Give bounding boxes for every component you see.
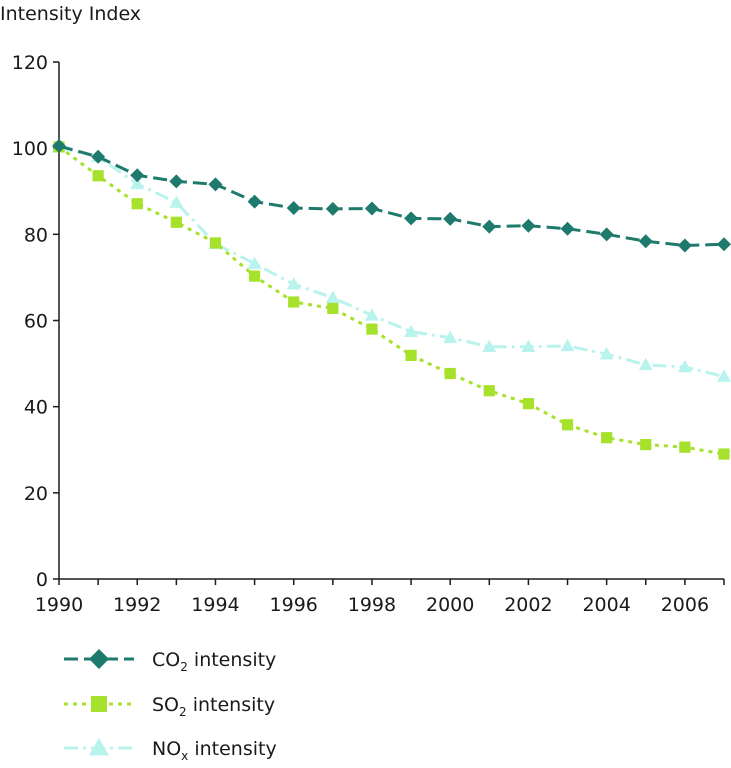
legend-swatch-marker xyxy=(89,649,109,669)
series-line-co2 xyxy=(58,144,725,248)
data-point-nox xyxy=(169,195,184,208)
y-axis: 0 20 40 60 80 100 120 xyxy=(12,52,59,591)
data-point-so2 xyxy=(483,385,495,397)
series-co2 xyxy=(52,139,731,253)
data-point-nox xyxy=(482,339,497,353)
x-axis: 1990 1992 1994 1996 1998 2000 2002 2004 2006 xyxy=(35,579,725,616)
data-point-so2 xyxy=(405,349,417,361)
series-line-nox xyxy=(58,145,725,378)
data-point-nox xyxy=(560,338,575,352)
data-point-co2 xyxy=(443,211,458,226)
y-tick-label: 0 xyxy=(36,569,48,591)
data-point-co2 xyxy=(599,227,614,242)
data-point-co2 xyxy=(482,219,497,234)
data-point-nox xyxy=(717,369,731,382)
data-point-co2 xyxy=(404,211,419,226)
y-tick-label: 100 xyxy=(12,138,48,160)
x-tick-label: 1994 xyxy=(191,594,239,616)
data-point-so2 xyxy=(366,323,378,335)
data-point-so2 xyxy=(640,438,652,451)
data-point-so2 xyxy=(131,198,143,210)
data-point-nox xyxy=(130,176,145,190)
data-point-co2 xyxy=(208,177,223,192)
data-point-co2 xyxy=(52,139,66,154)
legend-item-so2: SO2 intensity xyxy=(64,694,275,719)
data-point-so2 xyxy=(327,302,339,315)
data-point-nox xyxy=(443,330,458,343)
y-tick-label: 40 xyxy=(24,397,48,419)
data-point-co2 xyxy=(638,234,653,249)
y-tick-label: 20 xyxy=(24,483,48,505)
data-point-co2 xyxy=(560,221,575,236)
y-tick-label: 120 xyxy=(12,52,48,74)
data-point-so2 xyxy=(288,296,300,308)
data-point-co2 xyxy=(717,237,731,252)
x-tick-label: 1990 xyxy=(35,594,83,616)
data-point-nox xyxy=(286,277,301,290)
data-point-co2 xyxy=(286,201,301,216)
data-point-so2 xyxy=(561,419,574,431)
x-tick-label: 1998 xyxy=(348,594,396,616)
y-axis-title: Intensity Index xyxy=(0,3,141,25)
legend-item-co2: CO2 intensity xyxy=(64,649,276,674)
data-point-so2 xyxy=(679,441,691,453)
data-point-co2 xyxy=(91,149,106,164)
data-point-co2 xyxy=(521,218,536,233)
data-point-nox xyxy=(247,256,262,269)
legend-label: CO2 intensity xyxy=(152,649,276,674)
data-point-so2 xyxy=(522,398,535,410)
data-point-nox xyxy=(364,308,379,321)
data-point-co2 xyxy=(325,201,340,216)
x-tick-label: 2004 xyxy=(582,594,630,616)
data-point-nox xyxy=(521,339,536,353)
data-point-nox xyxy=(599,347,614,360)
x-tick-label: 2000 xyxy=(426,594,474,616)
x-tick-label: 1992 xyxy=(113,594,161,616)
y-tick-label: 60 xyxy=(24,311,48,333)
legend-swatch-marker xyxy=(91,696,107,712)
data-point-co2 xyxy=(364,201,379,216)
x-tick-label: 1996 xyxy=(270,594,318,616)
legend-label: SO2 intensity xyxy=(152,694,275,719)
series-so2 xyxy=(53,141,730,460)
data-point-so2 xyxy=(209,237,222,249)
legend: CO2 intensity SO2 intensity NOx intensity xyxy=(64,649,277,763)
plot-area xyxy=(52,139,731,460)
data-point-co2 xyxy=(130,168,145,183)
data-point-co2 xyxy=(247,194,262,209)
legend-item-nox: NOx intensity xyxy=(64,738,277,763)
data-point-so2 xyxy=(92,170,104,182)
data-point-co2 xyxy=(169,174,184,189)
data-point-so2 xyxy=(718,448,730,460)
x-tick-label: 2006 xyxy=(661,594,709,616)
data-point-nox xyxy=(677,360,692,373)
data-point-co2 xyxy=(677,238,692,253)
data-point-nox xyxy=(638,357,653,371)
data-point-so2 xyxy=(170,216,182,228)
x-tick-label: 2002 xyxy=(504,594,552,616)
legend-swatch-marker xyxy=(89,738,109,756)
legend-label: NOx intensity xyxy=(152,738,277,763)
data-point-so2 xyxy=(444,367,456,380)
data-point-so2 xyxy=(248,270,261,282)
data-point-nox xyxy=(404,324,419,337)
data-point-nox xyxy=(325,290,340,303)
y-tick-label: 80 xyxy=(24,224,48,246)
series-line-so2 xyxy=(58,145,725,456)
data-point-so2 xyxy=(601,432,613,444)
